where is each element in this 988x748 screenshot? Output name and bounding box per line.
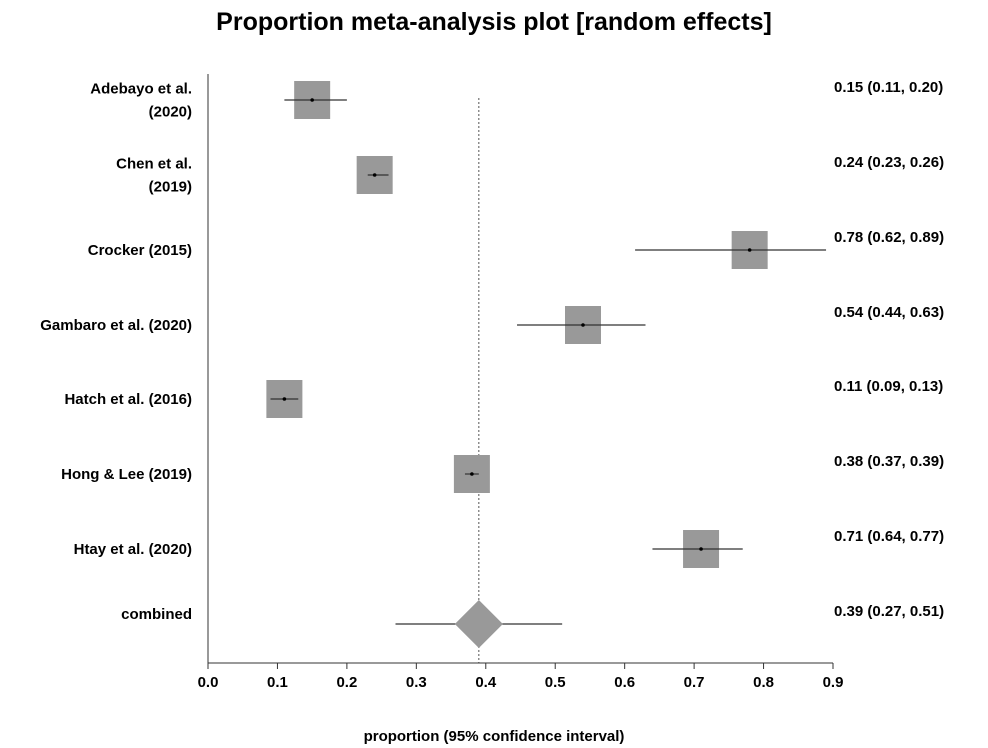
study-row: Gambaro et al. (2020) 0.54 (0.44, 0.63) xyxy=(40,304,944,344)
x-tick-label: 0.6 xyxy=(614,674,635,691)
combined-row: combined 0.39 (0.27, 0.51) xyxy=(121,600,944,648)
forest-plot: 0.0 0.1 0.2 0.3 0.4 0.5 0.6 0.7 0.8 0.9 Adebayo e… xyxy=(40,74,944,691)
study-ci-text: 0.38 (0.37, 0.39) xyxy=(834,453,944,470)
study-ci-text: 0.71 (0.64, 0.77) xyxy=(834,528,944,545)
x-tick-label: 0.1 xyxy=(267,674,288,691)
combined-ci-text: 0.39 (0.27, 0.51) xyxy=(834,603,944,620)
x-tick-label: 0.3 xyxy=(406,674,427,691)
study-row: Crocker (2015) 0.78 (0.62, 0.89) xyxy=(88,229,944,269)
study-point xyxy=(581,323,585,327)
study-label: Hong & Lee (2019) xyxy=(61,466,192,483)
study-point xyxy=(747,248,752,252)
study-row: Chen et al. (2019) 0.24 (0.23, 0.26) xyxy=(116,154,944,196)
x-tick-label: 0.2 xyxy=(336,674,357,691)
study-point xyxy=(470,472,474,476)
study-row: Hatch et al. (2016) 0.11 (0.09, 0.13) xyxy=(64,378,943,418)
study-ci-text: 0.54 (0.44, 0.63) xyxy=(834,304,944,321)
x-tick-label: 0.9 xyxy=(823,674,844,691)
study-point xyxy=(310,98,314,102)
study-ci-text: 0.24 (0.23, 0.26) xyxy=(834,154,944,171)
x-tick-label: 0.8 xyxy=(753,674,774,691)
study-point xyxy=(372,173,377,177)
study-ci-text: 0.11 (0.09, 0.13) xyxy=(834,378,943,395)
x-axis-label: proportion (95% confidence interval) xyxy=(363,728,625,745)
x-tick-label: 0.7 xyxy=(684,674,705,691)
combined-diamond xyxy=(454,600,503,648)
study-point xyxy=(282,397,287,401)
study-label: Crocker (2015) xyxy=(88,242,192,259)
study-row: Htay et al. (2020) 0.71 (0.64, 0.77) xyxy=(74,528,944,568)
study-label: Chen et al. xyxy=(116,156,192,173)
study-label: Gambaro et al. (2020) xyxy=(40,317,192,334)
study-point xyxy=(699,547,703,551)
study-label: Htay et al. (2020) xyxy=(74,541,192,558)
study-row: Adebayo et al. (2020) 0.15 (0.11, 0.20) xyxy=(90,79,943,121)
study-row: Hong & Lee (2019) 0.38 (0.37, 0.39) xyxy=(61,453,944,493)
study-label: Hatch et al. (2016) xyxy=(64,391,192,408)
x-tick-label: 0.0 xyxy=(198,674,219,691)
study-label: Adebayo et al. xyxy=(90,81,192,98)
chart-title: Proportion meta-analysis plot [random ef… xyxy=(216,8,772,36)
study-label: (2020) xyxy=(149,104,192,121)
study-label: (2019) xyxy=(149,179,192,196)
study-ci-text: 0.78 (0.62, 0.89) xyxy=(834,229,944,246)
study-label: combined xyxy=(121,606,192,623)
x-tick-label: 0.4 xyxy=(475,674,497,691)
study-ci-text: 0.15 (0.11, 0.20) xyxy=(834,79,943,96)
x-tick-label: 0.5 xyxy=(545,674,566,691)
